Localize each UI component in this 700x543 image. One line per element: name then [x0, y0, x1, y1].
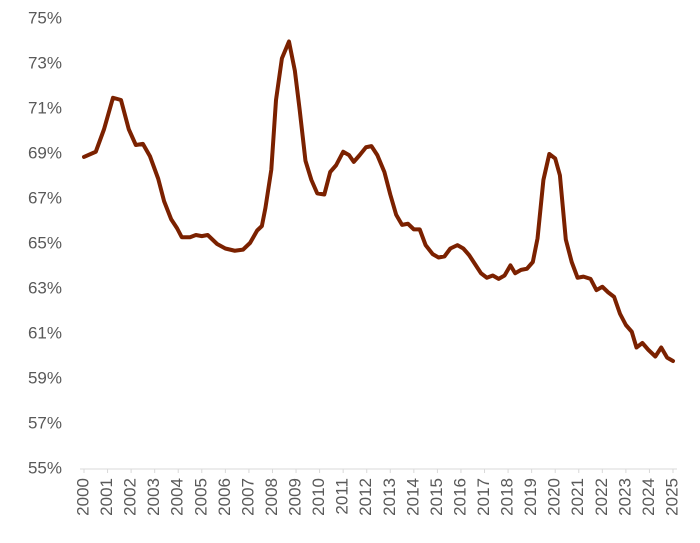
line: [82, 39, 675, 363]
x-tick-label: 2022: [592, 478, 611, 516]
y-tick-label: 73%: [28, 53, 62, 72]
x-tick-label: 2016: [450, 478, 469, 516]
y-tick-label: 67%: [28, 188, 62, 207]
x-tick-label: 2025: [662, 478, 681, 516]
y-tick-label: 55%: [28, 458, 62, 477]
x-tick-label: 2018: [498, 478, 517, 516]
y-tick-label: 57%: [28, 413, 62, 432]
x-tick-label: 2007: [238, 478, 257, 516]
x-tick-label: 2010: [309, 478, 328, 516]
x-tick-label: 2000: [73, 478, 92, 516]
x-tick-label: 2008: [262, 478, 281, 516]
x-tick-label: 2006: [215, 478, 234, 516]
x-tick-label: 2017: [474, 478, 493, 516]
y-tick-label: 59%: [28, 368, 62, 387]
y-tick-label: 61%: [28, 323, 62, 342]
x-tick-label: 2011: [333, 478, 352, 515]
x-tick-label: 2024: [639, 478, 658, 516]
x-tick-label: 2003: [144, 478, 163, 516]
x-tick-label: 2020: [545, 478, 564, 516]
x-tick-label: 2015: [427, 478, 446, 516]
x-tick-label: 2005: [191, 478, 210, 516]
x-tick-label: 2002: [121, 478, 140, 516]
y-tick-label: 71%: [28, 98, 62, 117]
x-tick-label: 2004: [168, 478, 187, 516]
x-tick-label: 2009: [286, 478, 305, 516]
x-tick-label: 2019: [521, 478, 540, 516]
y-tick-label: 69%: [28, 143, 62, 162]
x-tick-label: 2012: [356, 478, 375, 516]
y-tick-label: 75%: [28, 8, 62, 27]
x-tick-label: 2021: [568, 478, 587, 516]
y-tick-label: 63%: [28, 278, 62, 297]
x-tick-label: 2023: [615, 478, 634, 516]
x-tick-label: 2013: [380, 478, 399, 516]
x-tick-label: 2014: [403, 478, 422, 516]
x-tick-label: 2001: [97, 478, 116, 516]
y-tick-label: 65%: [28, 233, 62, 252]
